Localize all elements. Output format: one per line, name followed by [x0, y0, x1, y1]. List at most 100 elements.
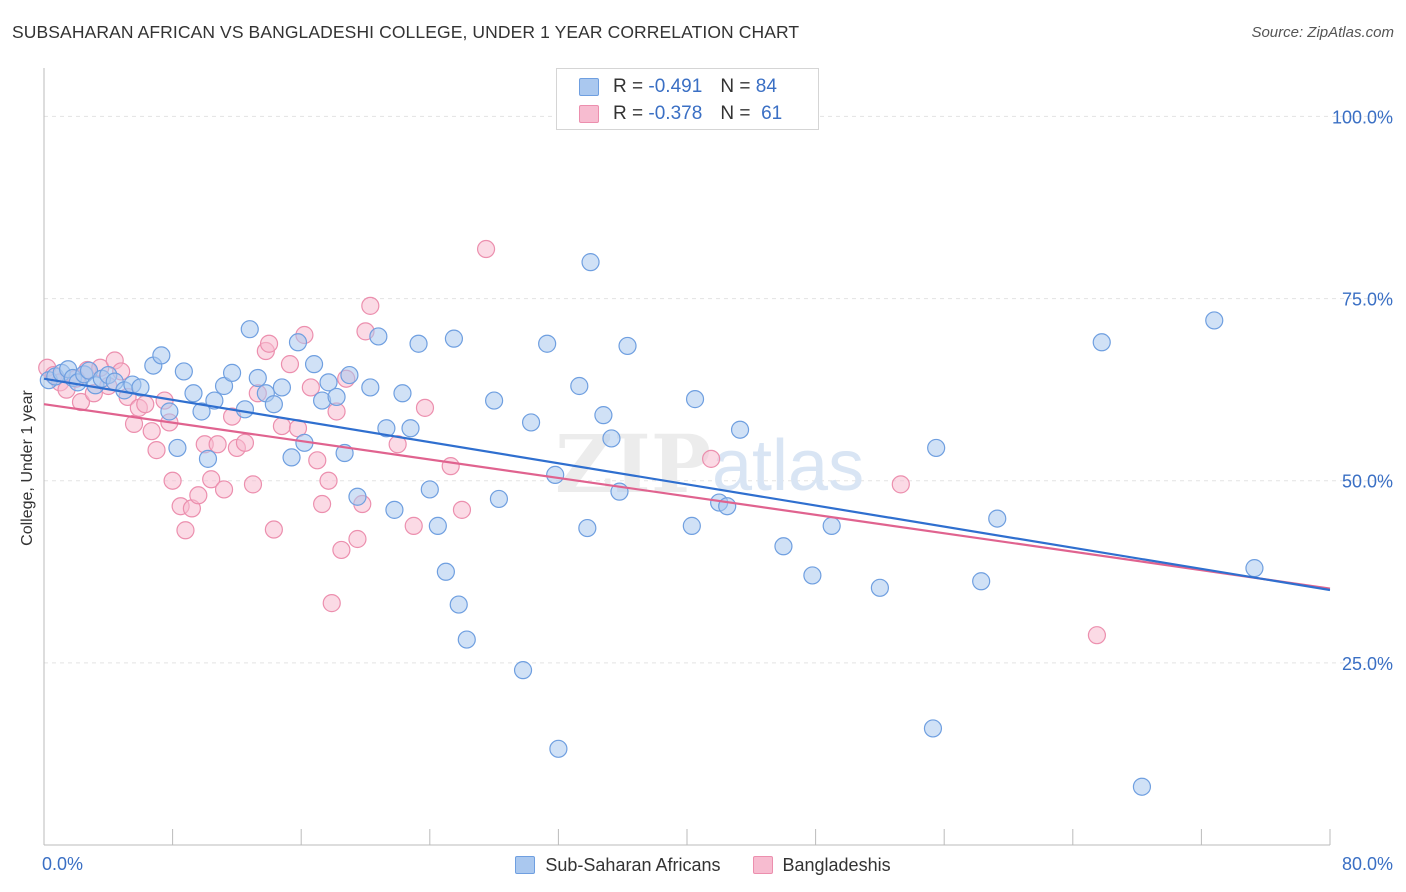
- point-sub-saharan: [449, 595, 468, 614]
- point-sub-saharan: [428, 516, 447, 535]
- legend-n-label: N =: [720, 103, 751, 124]
- point-sub-saharan: [570, 376, 589, 396]
- point-bangladeshi: [189, 486, 208, 505]
- point-sub-saharan: [174, 362, 193, 381]
- point-bangladeshi: [361, 296, 380, 315]
- point-bangladeshi: [322, 594, 341, 613]
- point-bangladeshi: [163, 471, 182, 490]
- point-sub-saharan: [272, 378, 292, 397]
- point-sub-saharan: [489, 489, 509, 509]
- point-sub-saharan: [774, 537, 793, 556]
- series-legend: Sub-Saharan Africans Bangladeshis: [0, 853, 1406, 877]
- legend-r-label: R =: [613, 103, 644, 124]
- legend-n-label: N =: [720, 76, 751, 97]
- point-bangladeshi: [452, 500, 472, 519]
- grid-lines: [44, 115, 1394, 664]
- point-sub-saharan: [923, 719, 943, 738]
- x-tick-label-min: 0.0%: [42, 854, 83, 874]
- point-sub-saharan: [131, 378, 150, 397]
- point-sub-saharan: [192, 402, 211, 421]
- point-bangladeshi: [208, 435, 227, 454]
- point-sub-saharan: [198, 449, 218, 468]
- point-bangladeshi: [404, 516, 423, 535]
- point-bangladeshi: [332, 540, 351, 560]
- point-bangladeshi: [308, 451, 327, 470]
- point-sub-saharan: [972, 572, 991, 591]
- point-sub-saharan: [409, 334, 428, 353]
- point-sub-saharan: [288, 333, 308, 352]
- point-sub-saharan: [1092, 333, 1111, 352]
- legend-n-value: 84: [755, 76, 777, 97]
- point-sub-saharan: [803, 566, 822, 585]
- point-sub-saharan: [168, 438, 187, 458]
- point-bangladeshi: [415, 398, 435, 417]
- y-axis-label: College, Under 1 year: [19, 390, 36, 546]
- series-legend-bangladeshi: Bangladeshis: [752, 854, 891, 876]
- point-sub-saharan: [870, 578, 890, 597]
- series-label-bangladeshi: Bangladeshis: [782, 854, 891, 875]
- point-sub-saharan: [682, 516, 701, 535]
- point-sub-saharan: [618, 336, 637, 356]
- source-credit: Source: ZipAtlas.com: [1251, 24, 1394, 41]
- point-bangladeshi: [1087, 626, 1107, 645]
- legend-swatch-blue: [579, 78, 599, 96]
- point-sub-saharan: [730, 420, 750, 439]
- point-sub-saharan: [822, 516, 841, 535]
- point-sub-saharan: [485, 391, 504, 410]
- point-sub-saharan: [319, 373, 338, 392]
- legend-r-value: -0.491: [648, 76, 703, 97]
- point-bangladeshi: [243, 475, 263, 494]
- point-sub-saharan: [348, 487, 367, 506]
- point-bangladeshi: [214, 480, 234, 499]
- point-sub-saharan: [361, 378, 380, 397]
- point-sub-saharan: [377, 419, 396, 438]
- point-sub-saharan: [393, 384, 412, 403]
- correlation-legend: R = -0.491 N = 84 R = -0.378 N = 61: [556, 68, 819, 130]
- legend-row-sub-saharan: R = -0.491 N = 84: [579, 76, 777, 98]
- point-bangladeshi: [272, 416, 292, 436]
- point-sub-saharan: [457, 630, 476, 649]
- point-sub-saharan: [327, 387, 346, 407]
- series-label-sub-saharan: Sub-Saharan Africans: [545, 854, 721, 875]
- point-sub-saharan: [248, 368, 267, 388]
- point-bangladeshi: [259, 334, 279, 353]
- point-sub-saharan: [385, 500, 404, 519]
- point-bangladeshi: [136, 395, 155, 414]
- trend-lines: [43, 377, 1331, 592]
- point-sub-saharan: [444, 329, 464, 348]
- point-sub-saharan: [521, 413, 541, 432]
- point-sub-saharan: [222, 363, 242, 382]
- point-sub-saharan: [160, 402, 179, 421]
- point-sub-saharan: [546, 465, 565, 484]
- point-bangladeshi: [891, 475, 910, 494]
- point-sub-saharan: [420, 480, 439, 499]
- point-bangladeshi: [702, 449, 721, 468]
- legend-r-value: -0.378: [648, 103, 703, 124]
- y-tick-label: 75.0%: [1342, 290, 1393, 310]
- point-sub-saharan: [513, 661, 533, 680]
- trend-line-bangladeshi: [43, 403, 1331, 590]
- point-sub-saharan: [1132, 777, 1152, 796]
- point-sub-saharan: [240, 320, 259, 339]
- point-sub-saharan: [538, 334, 557, 353]
- point-sub-saharan: [988, 509, 1007, 528]
- tick-labels: 25.0% 50.0% 75.0% 100.0% 0.0% 80.0%: [42, 107, 1393, 874]
- axes: [43, 68, 1331, 846]
- legend-r-label: R =: [613, 76, 644, 97]
- legend-n-value: 61: [761, 103, 783, 124]
- point-sub-saharan: [152, 346, 171, 365]
- point-bangladeshi: [235, 433, 255, 452]
- point-bangladeshi: [312, 494, 332, 514]
- point-sub-saharan: [578, 518, 597, 538]
- point-bangladeshi: [202, 470, 221, 489]
- series-legend-sub-saharan: Sub-Saharan Africans: [515, 854, 721, 876]
- point-bangladeshi: [348, 529, 367, 549]
- point-bangladeshi: [319, 471, 338, 490]
- point-sub-saharan: [401, 419, 420, 438]
- point-sub-saharan: [1205, 311, 1224, 330]
- point-sub-saharan: [264, 395, 283, 414]
- legend-swatch-pink: [579, 105, 599, 123]
- point-sub-saharan: [205, 391, 224, 410]
- y-tick-label: 25.0%: [1342, 654, 1393, 674]
